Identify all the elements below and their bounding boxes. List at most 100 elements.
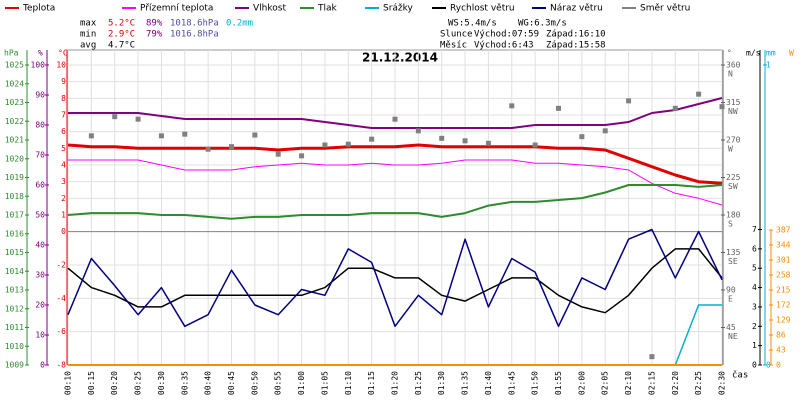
stat-label: avg bbox=[80, 41, 96, 51]
chart-title: 21.12.2014 bbox=[362, 51, 438, 65]
x-tick-label: 01:25 bbox=[414, 371, 423, 395]
stat-value: 4.7°C bbox=[108, 41, 135, 51]
y-tick-label: 1018 bbox=[5, 192, 24, 201]
y-tick-label: 43 bbox=[776, 346, 786, 355]
x-tick-label: 01:40 bbox=[484, 371, 493, 395]
y-tick-label: 86 bbox=[776, 331, 786, 340]
y-tick-label: 6 bbox=[752, 244, 757, 253]
y-tick-label: 3 bbox=[61, 177, 66, 186]
y-tick-label: 2 bbox=[61, 194, 66, 203]
x-tick-label: 02:05 bbox=[601, 371, 610, 395]
y-tick-label: 129 bbox=[776, 316, 791, 325]
y-tick-label: 1011 bbox=[5, 323, 24, 332]
y-tick-label: 1013 bbox=[5, 286, 24, 295]
legend-label: Přízemní teplota bbox=[140, 4, 213, 14]
y-tick-label: 5 bbox=[61, 144, 66, 153]
direction-mark bbox=[392, 116, 398, 122]
y-tick-label: 1021 bbox=[5, 136, 24, 145]
stat-value: 89% bbox=[146, 19, 163, 29]
y-tick-label: 10 bbox=[35, 331, 45, 340]
compass-label: NE bbox=[728, 332, 738, 341]
legend-label: Vlhkost bbox=[253, 4, 286, 14]
x-tick-label: 00:35 bbox=[180, 371, 189, 395]
y-tick-label: 1009 bbox=[5, 361, 24, 370]
x-tick-label: 01:30 bbox=[437, 371, 446, 395]
x-tick-label: 01:45 bbox=[507, 371, 516, 395]
y-tick-label: 360 bbox=[726, 61, 741, 70]
direction-mark bbox=[182, 131, 188, 137]
y-tick-label: 301 bbox=[776, 256, 791, 265]
info-text: WG:6.3m/s bbox=[518, 19, 567, 29]
y-tick-label: 0 bbox=[766, 361, 771, 370]
y-tick-label: 1022 bbox=[5, 117, 24, 126]
y-tick-label: 1014 bbox=[5, 267, 24, 276]
direction-mark bbox=[579, 134, 585, 140]
y-tick-label: 225 bbox=[726, 173, 741, 182]
stat-value: 5.2°C bbox=[108, 19, 135, 29]
x-tick-label: 02:00 bbox=[577, 371, 586, 395]
x-tick-label: 02:10 bbox=[624, 371, 633, 395]
x-tick-label: 00:50 bbox=[250, 371, 259, 395]
direction-mark bbox=[415, 128, 421, 134]
x-tick-label: 02:20 bbox=[671, 371, 680, 395]
x-tick-label: 00:45 bbox=[227, 371, 236, 395]
series-line bbox=[67, 143, 723, 185]
y-tick-label: 80 bbox=[35, 121, 45, 130]
direction-mark bbox=[369, 136, 375, 142]
info-text: Slunce bbox=[440, 30, 473, 40]
info-text: Východ:07:59 bbox=[474, 30, 539, 40]
x-tick-label: 01:50 bbox=[531, 371, 540, 395]
compass-label: W bbox=[728, 145, 733, 154]
y-tick-label: 60 bbox=[35, 181, 45, 190]
direction-mark bbox=[532, 142, 538, 148]
legend-label: Náraz větru bbox=[550, 4, 603, 14]
y-tick-label: 1016 bbox=[5, 229, 24, 238]
direction-mark bbox=[509, 103, 515, 109]
direction-mark bbox=[88, 133, 94, 139]
direction-mark bbox=[462, 138, 468, 144]
axis-unit: hPa bbox=[4, 49, 19, 58]
direction-mark bbox=[158, 133, 164, 139]
y-tick-label: 30 bbox=[35, 271, 45, 280]
y-tick-label: 2 bbox=[752, 322, 757, 331]
legend-label: Srážky bbox=[383, 4, 414, 14]
x-tick-label: 00:20 bbox=[110, 371, 119, 395]
axis-unit: W bbox=[789, 49, 794, 58]
y-tick-label: -8 bbox=[56, 361, 66, 370]
stat-value: 1018.6hPa bbox=[170, 19, 219, 29]
direction-mark bbox=[205, 146, 211, 152]
y-tick-label: 4 bbox=[61, 161, 66, 170]
y-tick-label: 387 bbox=[776, 226, 791, 235]
y-tick-label: 215 bbox=[776, 286, 791, 295]
direction-mark bbox=[649, 354, 655, 360]
y-tick-label: 4 bbox=[752, 283, 757, 292]
y-tick-label: 1025 bbox=[5, 61, 24, 70]
direction-mark bbox=[672, 105, 678, 111]
x-tick-label: 02:30 bbox=[718, 371, 727, 395]
direction-mark bbox=[275, 151, 281, 157]
direction-mark bbox=[602, 128, 608, 134]
axis-unit: % bbox=[38, 49, 43, 58]
y-tick-label: -2 bbox=[56, 261, 66, 270]
y-tick-label: 270 bbox=[726, 136, 741, 145]
y-tick-label: 1 bbox=[752, 341, 757, 350]
series-line bbox=[67, 248, 723, 314]
y-tick-label: 1010 bbox=[5, 342, 24, 351]
x-axis-label: čas bbox=[732, 370, 748, 381]
info-text: Měsíc bbox=[440, 41, 467, 51]
direction-mark bbox=[626, 98, 632, 104]
y-tick-label: 344 bbox=[776, 241, 791, 250]
x-tick-label: 00:10 bbox=[64, 371, 73, 395]
x-tick-label: 01:55 bbox=[554, 371, 563, 395]
x-tick-label: 02:25 bbox=[694, 371, 703, 395]
axis-unit: mm bbox=[766, 49, 776, 58]
compass-label: N bbox=[728, 70, 733, 79]
compass-label: S bbox=[728, 220, 733, 229]
y-tick-label: 7 bbox=[752, 225, 757, 234]
stat-value: 0.2mm bbox=[226, 19, 253, 29]
info-text: WS:5.4m/s bbox=[448, 19, 497, 29]
legend-label: Směr větru bbox=[640, 4, 690, 14]
y-tick-label: 100 bbox=[31, 61, 46, 70]
direction-mark bbox=[345, 141, 351, 147]
